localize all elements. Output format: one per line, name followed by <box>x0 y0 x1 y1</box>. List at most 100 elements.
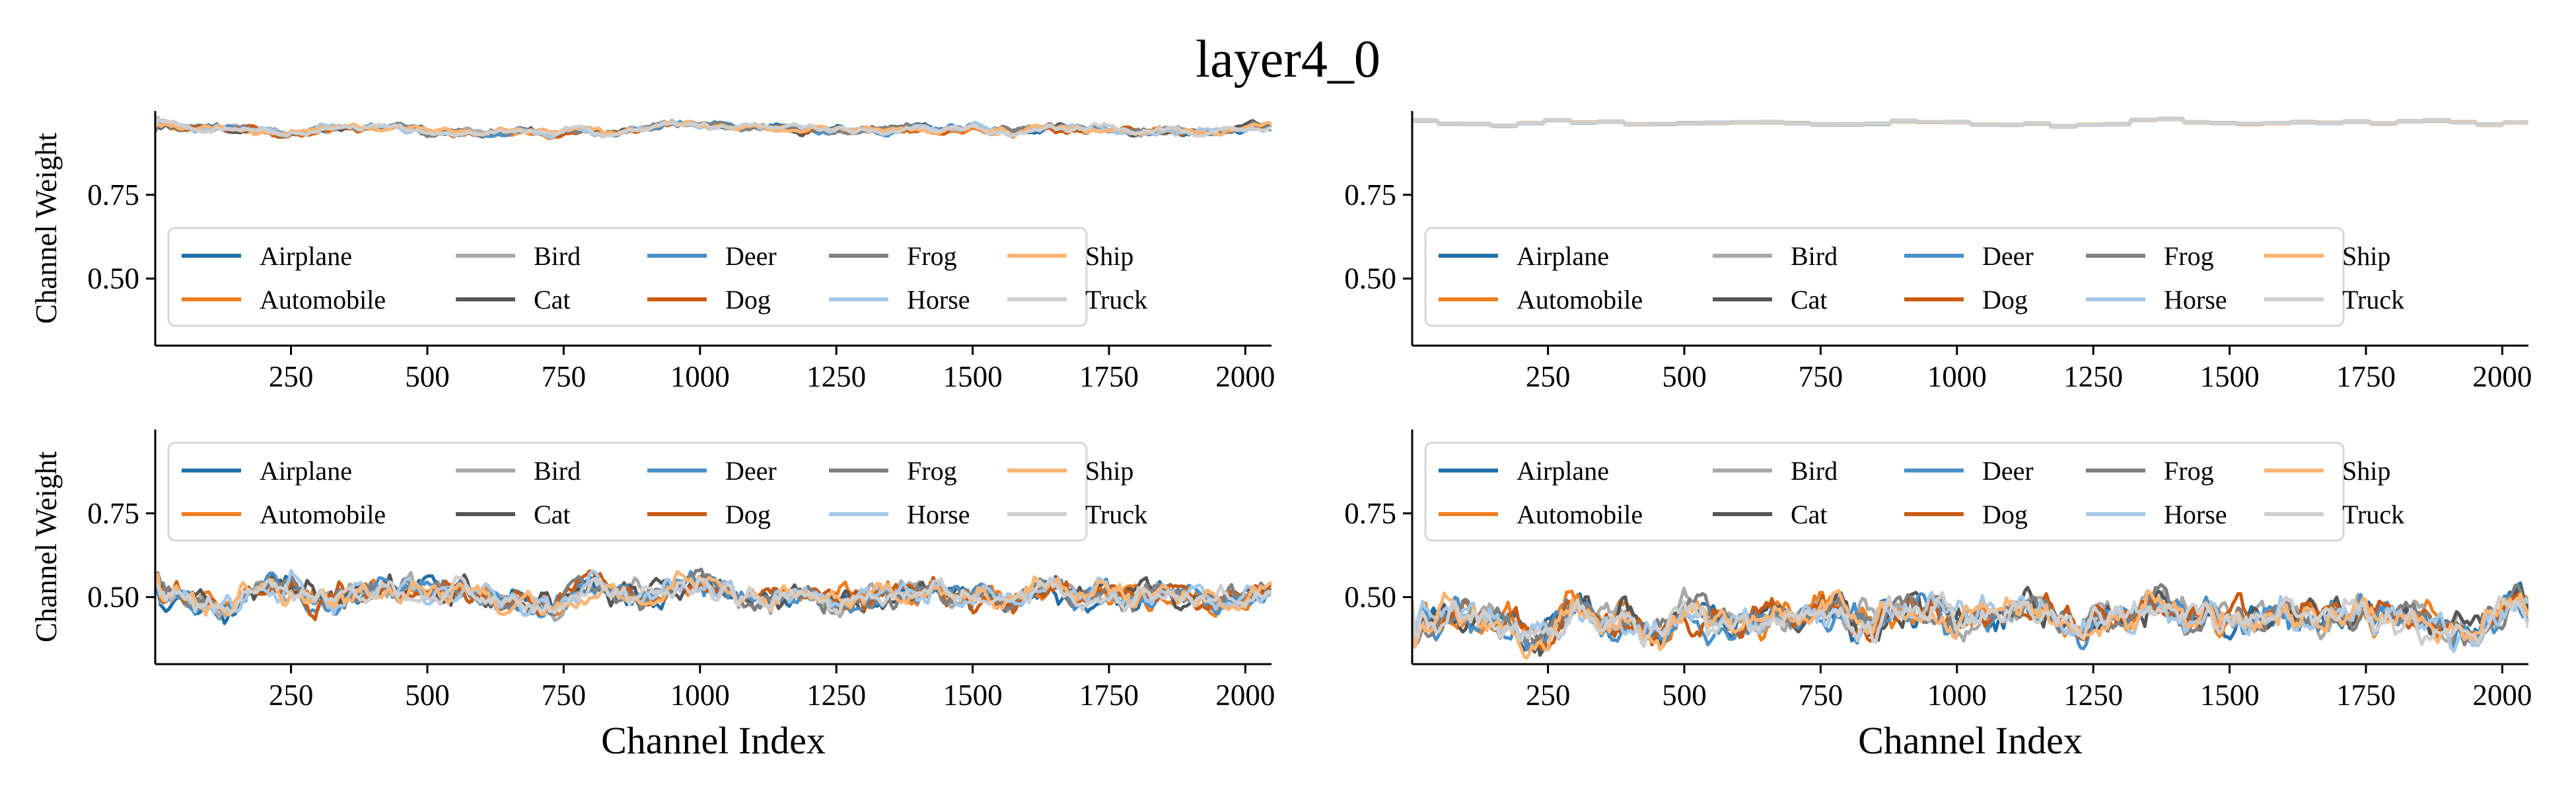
legend-label-deer: Deer <box>1982 456 2034 486</box>
legend-label-airplane: Airplane <box>260 456 352 486</box>
series-line-horse <box>155 568 1271 617</box>
legend: Airplane Automobile Bird Cat Deer Dog Frog Hors… <box>1424 227 2404 327</box>
x-tick-label: 750 <box>542 679 587 712</box>
x-tick-label: 1250 <box>2063 360 2123 393</box>
legend-label-horse: Horse <box>907 500 970 529</box>
x-tick-label: 1750 <box>1079 679 1139 712</box>
series-line-truck <box>155 575 1271 615</box>
legend-label-automobile: Automobile <box>1517 500 1643 529</box>
legend-label-dog: Dog <box>725 285 771 315</box>
legend-label-ship: Ship <box>1085 241 1133 271</box>
panel-top-left: 250 500 750 1000 1250 1500 1750 2000 0.50 0.75 Cha… <box>30 111 1275 393</box>
legend-label-dog: Dog <box>1982 285 2028 315</box>
series-line-ship <box>1412 588 2528 660</box>
figure-title: layer4_0 <box>1196 30 1380 89</box>
series-group <box>155 116 1271 140</box>
legend: Airplane Automobile Bird Cat Deer Dog Frog Hors… <box>167 227 1147 327</box>
legend-label-bird: Bird <box>534 456 581 486</box>
legend-label-truck: Truck <box>2342 285 2404 315</box>
legend-label-frog: Frog <box>2164 241 2214 271</box>
x-tick-label: 1750 <box>2336 360 2396 393</box>
x-tick-label: 750 <box>542 360 587 393</box>
x-tick-label: 1000 <box>670 679 730 712</box>
x-tick-label: 2000 <box>1215 679 1275 712</box>
x-tick-label: 250 <box>269 360 314 393</box>
legend-label-airplane: Airplane <box>260 241 352 271</box>
series-line-truck <box>1412 591 2528 648</box>
legend: Airplane Automobile Bird Cat Deer Dog Frog Hors… <box>167 441 1147 542</box>
x-tick-label: 500 <box>405 679 450 712</box>
x-tick-label: 250 <box>1526 679 1571 712</box>
legend-label-ship: Ship <box>2342 456 2390 486</box>
legend-label-automobile: Automobile <box>1517 285 1643 315</box>
series-line-truck <box>155 117 1271 138</box>
legend-label-cat: Cat <box>534 285 571 315</box>
series-line-ship <box>155 570 1271 617</box>
series-group <box>1412 581 2528 660</box>
x-tick-label: 1250 <box>2063 679 2123 712</box>
legend-label-frog: Frog <box>2164 456 2214 486</box>
legend-label-frog: Frog <box>907 456 957 486</box>
legend-label-automobile: Automobile <box>260 285 386 315</box>
legend-label-horse: Horse <box>2164 285 2227 315</box>
legend-label-bird: Bird <box>1791 456 1838 486</box>
legend-label-horse: Horse <box>2164 500 2227 529</box>
legend-label-truck: Truck <box>1085 500 1147 529</box>
x-tick-label: 500 <box>1662 679 1707 712</box>
x-tick-label: 1000 <box>670 360 730 393</box>
x-tick-label: 1500 <box>2200 679 2260 712</box>
x-tick-label: 250 <box>269 679 314 712</box>
x-tick-label: 2000 <box>2472 679 2532 712</box>
x-tick-label: 1750 <box>2336 679 2396 712</box>
panel-top-right: 250 500 750 1000 1250 1500 1750 2000 0.50 0.75 Air… <box>1344 111 2532 393</box>
legend-label-cat: Cat <box>534 500 571 529</box>
y-tick-label: 0.50 <box>87 262 139 295</box>
x-axis-label: Channel Index <box>1858 719 2083 762</box>
x-tick-label: 750 <box>1799 360 1843 393</box>
legend-label-dog: Dog <box>725 500 771 529</box>
legend-label-horse: Horse <box>907 285 970 315</box>
legend-label-deer: Deer <box>1982 241 2034 271</box>
legend-label-cat: Cat <box>1791 285 1828 315</box>
x-tick-label: 500 <box>405 360 450 393</box>
y-tick-label: 0.50 <box>1344 581 1396 614</box>
legend-label-frog: Frog <box>907 241 957 271</box>
x-tick-label: 1000 <box>1927 679 1987 712</box>
legend-label-bird: Bird <box>534 241 581 271</box>
x-tick-label: 750 <box>1799 679 1843 712</box>
legend-label-truck: Truck <box>1085 285 1147 315</box>
panels: 250 500 750 1000 1250 1500 1750 2000 0.50 0.75 Cha… <box>30 111 2532 762</box>
panel-bottom-right: 250 500 750 1000 1250 1500 1750 2000 0.50 0.75 Cha… <box>1344 430 2532 762</box>
legend-label-airplane: Airplane <box>1517 456 1609 486</box>
legend-label-dog: Dog <box>1982 500 2028 529</box>
x-tick-label: 1500 <box>943 360 1003 393</box>
legend-label-truck: Truck <box>2342 500 2404 529</box>
panel-bottom-left: 250 500 750 1000 1250 1500 1750 2000 0.50 0.75 Cha… <box>30 430 1275 762</box>
legend-label-deer: Deer <box>725 456 777 486</box>
legend: Airplane Automobile Bird Cat Deer Dog Frog Hors… <box>1424 441 2404 542</box>
x-tick-label: 1250 <box>806 360 866 393</box>
y-tick-label: 0.75 <box>1344 178 1396 211</box>
x-tick-label: 1500 <box>943 679 1003 712</box>
y-tick-label: 0.75 <box>1344 497 1396 530</box>
x-tick-label: 1000 <box>1927 360 1987 393</box>
legend-label-airplane: Airplane <box>1517 241 1609 271</box>
y-tick-label: 0.50 <box>87 581 139 614</box>
series-group <box>155 567 1271 625</box>
x-tick-label: 2000 <box>2472 360 2532 393</box>
x-tick-label: 500 <box>1662 360 1707 393</box>
y-tick-label: 0.50 <box>1344 262 1396 295</box>
legend-label-cat: Cat <box>1791 500 1828 529</box>
legend-label-ship: Ship <box>1085 456 1133 486</box>
y-axis-label: Channel Weight <box>30 132 63 324</box>
x-tick-label: 1500 <box>2200 360 2260 393</box>
legend-label-bird: Bird <box>1791 241 1838 271</box>
series-group <box>1412 116 2528 129</box>
x-tick-label: 1250 <box>806 679 866 712</box>
x-tick-label: 2000 <box>1215 360 1275 393</box>
legend-label-ship: Ship <box>2342 241 2390 271</box>
y-tick-label: 0.75 <box>87 497 139 530</box>
legend-label-automobile: Automobile <box>260 500 386 529</box>
series-line-truck <box>1412 117 2528 128</box>
